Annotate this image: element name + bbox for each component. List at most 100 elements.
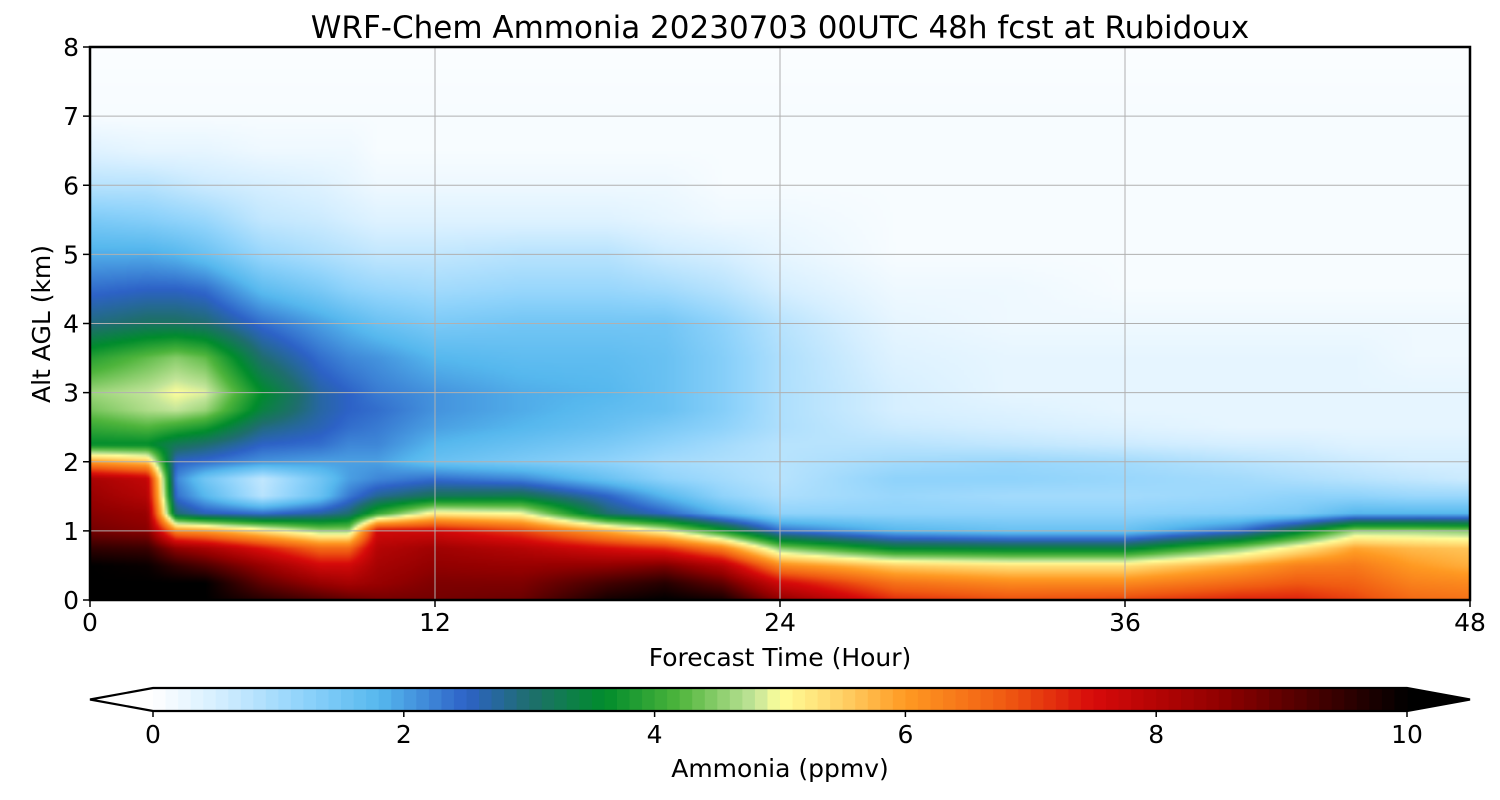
colorbar-step	[341, 688, 355, 711]
colorbar-step	[316, 688, 330, 711]
colorbar-tick-label: 6	[897, 720, 913, 749]
colorbar-step	[679, 688, 693, 711]
colorbar-step	[391, 688, 405, 711]
colorbar-step	[303, 688, 317, 711]
colorbar-step	[165, 688, 179, 711]
colorbar-step	[642, 688, 656, 711]
colorbar-step	[654, 688, 668, 711]
y-tick-label: 4	[63, 310, 79, 339]
colorbar-step	[1068, 688, 1082, 711]
colorbar-step	[403, 688, 417, 711]
colorbar-step	[353, 688, 367, 711]
colorbar-step	[290, 688, 305, 711]
colorbar-step	[1143, 688, 1157, 711]
colorbar-step	[1356, 688, 1370, 711]
colorbar-step	[729, 688, 743, 711]
x-tick-label: 36	[1109, 608, 1141, 637]
y-tick-label: 1	[63, 517, 79, 546]
colorbar-step	[667, 688, 681, 711]
colorbar-step	[704, 688, 718, 711]
chart-title: WRF-Chem Ammonia 20230703 00UTC 48h fcst…	[311, 10, 1250, 46]
x-tick-label: 24	[764, 608, 796, 637]
colorbar-step	[428, 688, 443, 711]
colorbar-step	[1256, 688, 1270, 711]
colorbar-gradient	[90, 688, 1470, 711]
y-tick-label: 3	[63, 379, 79, 408]
colorbar-step	[917, 688, 932, 711]
colorbar-step	[1331, 688, 1345, 711]
y-axis-label: Alt AGL (km)	[27, 245, 56, 403]
colorbar-step	[1319, 688, 1333, 711]
colorbar-step	[1306, 688, 1320, 711]
colorbar-tick-label: 4	[647, 720, 663, 749]
colorbar-step	[930, 688, 944, 711]
colorbar-step	[692, 688, 706, 711]
colorbar-step	[1381, 688, 1396, 711]
colorbar-step	[1043, 688, 1057, 711]
y-axis-ticks: 0 1 2 3 4 5 6 7 8	[63, 33, 90, 615]
colorbar-step	[1231, 688, 1245, 711]
colorbar-tick-label: 2	[396, 720, 412, 749]
colorbar-step	[566, 688, 580, 711]
colorbar-ticks: 0 2 4 6 8 10	[145, 711, 1423, 749]
colorbar-step	[855, 688, 869, 711]
colorbar-step	[754, 688, 769, 711]
colorbar-tick-label: 10	[1391, 720, 1423, 749]
colorbar-step	[880, 688, 894, 711]
colorbar-step	[1093, 688, 1107, 711]
colorbar-step	[203, 688, 217, 711]
x-tick-label: 0	[82, 608, 98, 637]
colorbar-step	[541, 688, 555, 711]
colorbar-step	[905, 688, 919, 711]
colorbar-step	[1118, 688, 1132, 711]
colorbar-step	[830, 688, 844, 711]
colorbar-extend-high	[1407, 688, 1470, 711]
colorbar-step	[993, 688, 1007, 711]
colorbar-step	[1394, 688, 1408, 711]
colorbar-tick-label: 0	[145, 720, 161, 749]
y-tick-label: 2	[63, 448, 79, 477]
colorbar-step	[1080, 688, 1095, 711]
colorbar-step	[328, 688, 342, 711]
colorbar-step	[1243, 688, 1258, 711]
colorbar-step	[742, 688, 756, 711]
colorbar-step	[792, 688, 806, 711]
colorbar-step	[1294, 688, 1308, 711]
colorbar-step	[629, 688, 643, 711]
colorbar-step	[980, 688, 994, 711]
colorbar-step	[717, 688, 731, 711]
colorbar-step	[604, 688, 618, 711]
grid-lines	[90, 47, 1470, 600]
colorbar-step	[190, 688, 204, 711]
colorbar-step	[805, 688, 819, 711]
colorbar-step	[1344, 688, 1358, 711]
colorbar-step	[1193, 688, 1207, 711]
colorbar-step	[441, 688, 455, 711]
x-axis-label: Forecast Time (Hour)	[649, 643, 912, 672]
colorbar-step	[1281, 688, 1295, 711]
colorbar-step	[416, 688, 430, 711]
colorbar-step	[554, 688, 568, 711]
colorbar-step	[1156, 688, 1170, 711]
colorbar-step	[1055, 688, 1070, 711]
colorbar-step	[265, 688, 279, 711]
colorbar-extend-low	[90, 688, 153, 711]
colorbar-step	[1206, 688, 1220, 711]
x-tick-label: 12	[419, 608, 451, 637]
colorbar-tick-label: 8	[1148, 720, 1164, 749]
colorbar-step	[892, 688, 906, 711]
colorbar-step	[479, 688, 493, 711]
colorbar-step	[1269, 688, 1283, 711]
y-tick-label: 7	[63, 102, 79, 131]
colorbar-step	[1030, 688, 1044, 711]
colorbar-step	[767, 688, 781, 711]
colorbar-step	[215, 688, 229, 711]
colorbar-step	[968, 688, 982, 711]
colorbar-step	[178, 688, 192, 711]
colorbar-step	[955, 688, 969, 711]
colorbar-step	[453, 688, 468, 711]
colorbar-step	[228, 688, 242, 711]
colorbar-step	[366, 688, 380, 711]
colorbar-step	[278, 688, 292, 711]
colorbar-step	[504, 688, 518, 711]
